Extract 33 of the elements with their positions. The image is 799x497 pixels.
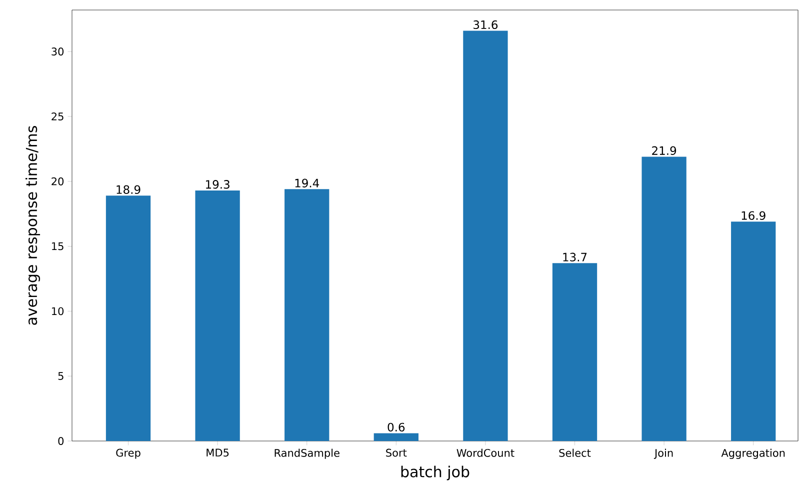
x-tick-label: Join <box>654 448 673 459</box>
data-label: 19.4 <box>295 178 320 188</box>
y-tick-label: 0 <box>58 437 64 445</box>
x-tick-label: MD5 <box>206 448 229 457</box>
y-tick-label: 10 <box>52 307 64 316</box>
bar <box>642 156 686 441</box>
y-axis-title: average response time/ms <box>26 126 40 325</box>
data-label: 18.9 <box>116 185 140 194</box>
bar <box>195 190 240 441</box>
data-label: 31.6 <box>474 20 498 30</box>
y-tick-label: 5 <box>58 372 64 380</box>
y-tick-label: 30 <box>52 48 64 56</box>
data-label: 13.7 <box>563 252 587 262</box>
data-label: 21.9 <box>652 146 676 155</box>
bar <box>731 222 776 441</box>
data-label: 19.3 <box>206 180 230 189</box>
x-tick-label: Sort <box>386 448 407 457</box>
data-label: 16.9 <box>742 211 766 220</box>
x-tick-label: Aggregation <box>721 448 785 459</box>
bar <box>106 196 151 441</box>
x-tick-label: RandSample <box>274 448 340 459</box>
x-tick-label: Select <box>559 448 591 457</box>
y-tick-label: 20 <box>52 177 64 186</box>
x-tick-label: WordCount <box>456 448 514 457</box>
bar <box>284 189 330 441</box>
y-tick-label: 15 <box>52 242 64 250</box>
data-label: 0.6 <box>388 422 405 432</box>
bar <box>463 30 508 441</box>
bar <box>552 263 598 441</box>
y-tick-label: 25 <box>52 112 64 120</box>
x-tick-label: Grep <box>116 448 140 459</box>
x-axis-title: batch job <box>401 466 470 480</box>
bar <box>374 433 418 441</box>
